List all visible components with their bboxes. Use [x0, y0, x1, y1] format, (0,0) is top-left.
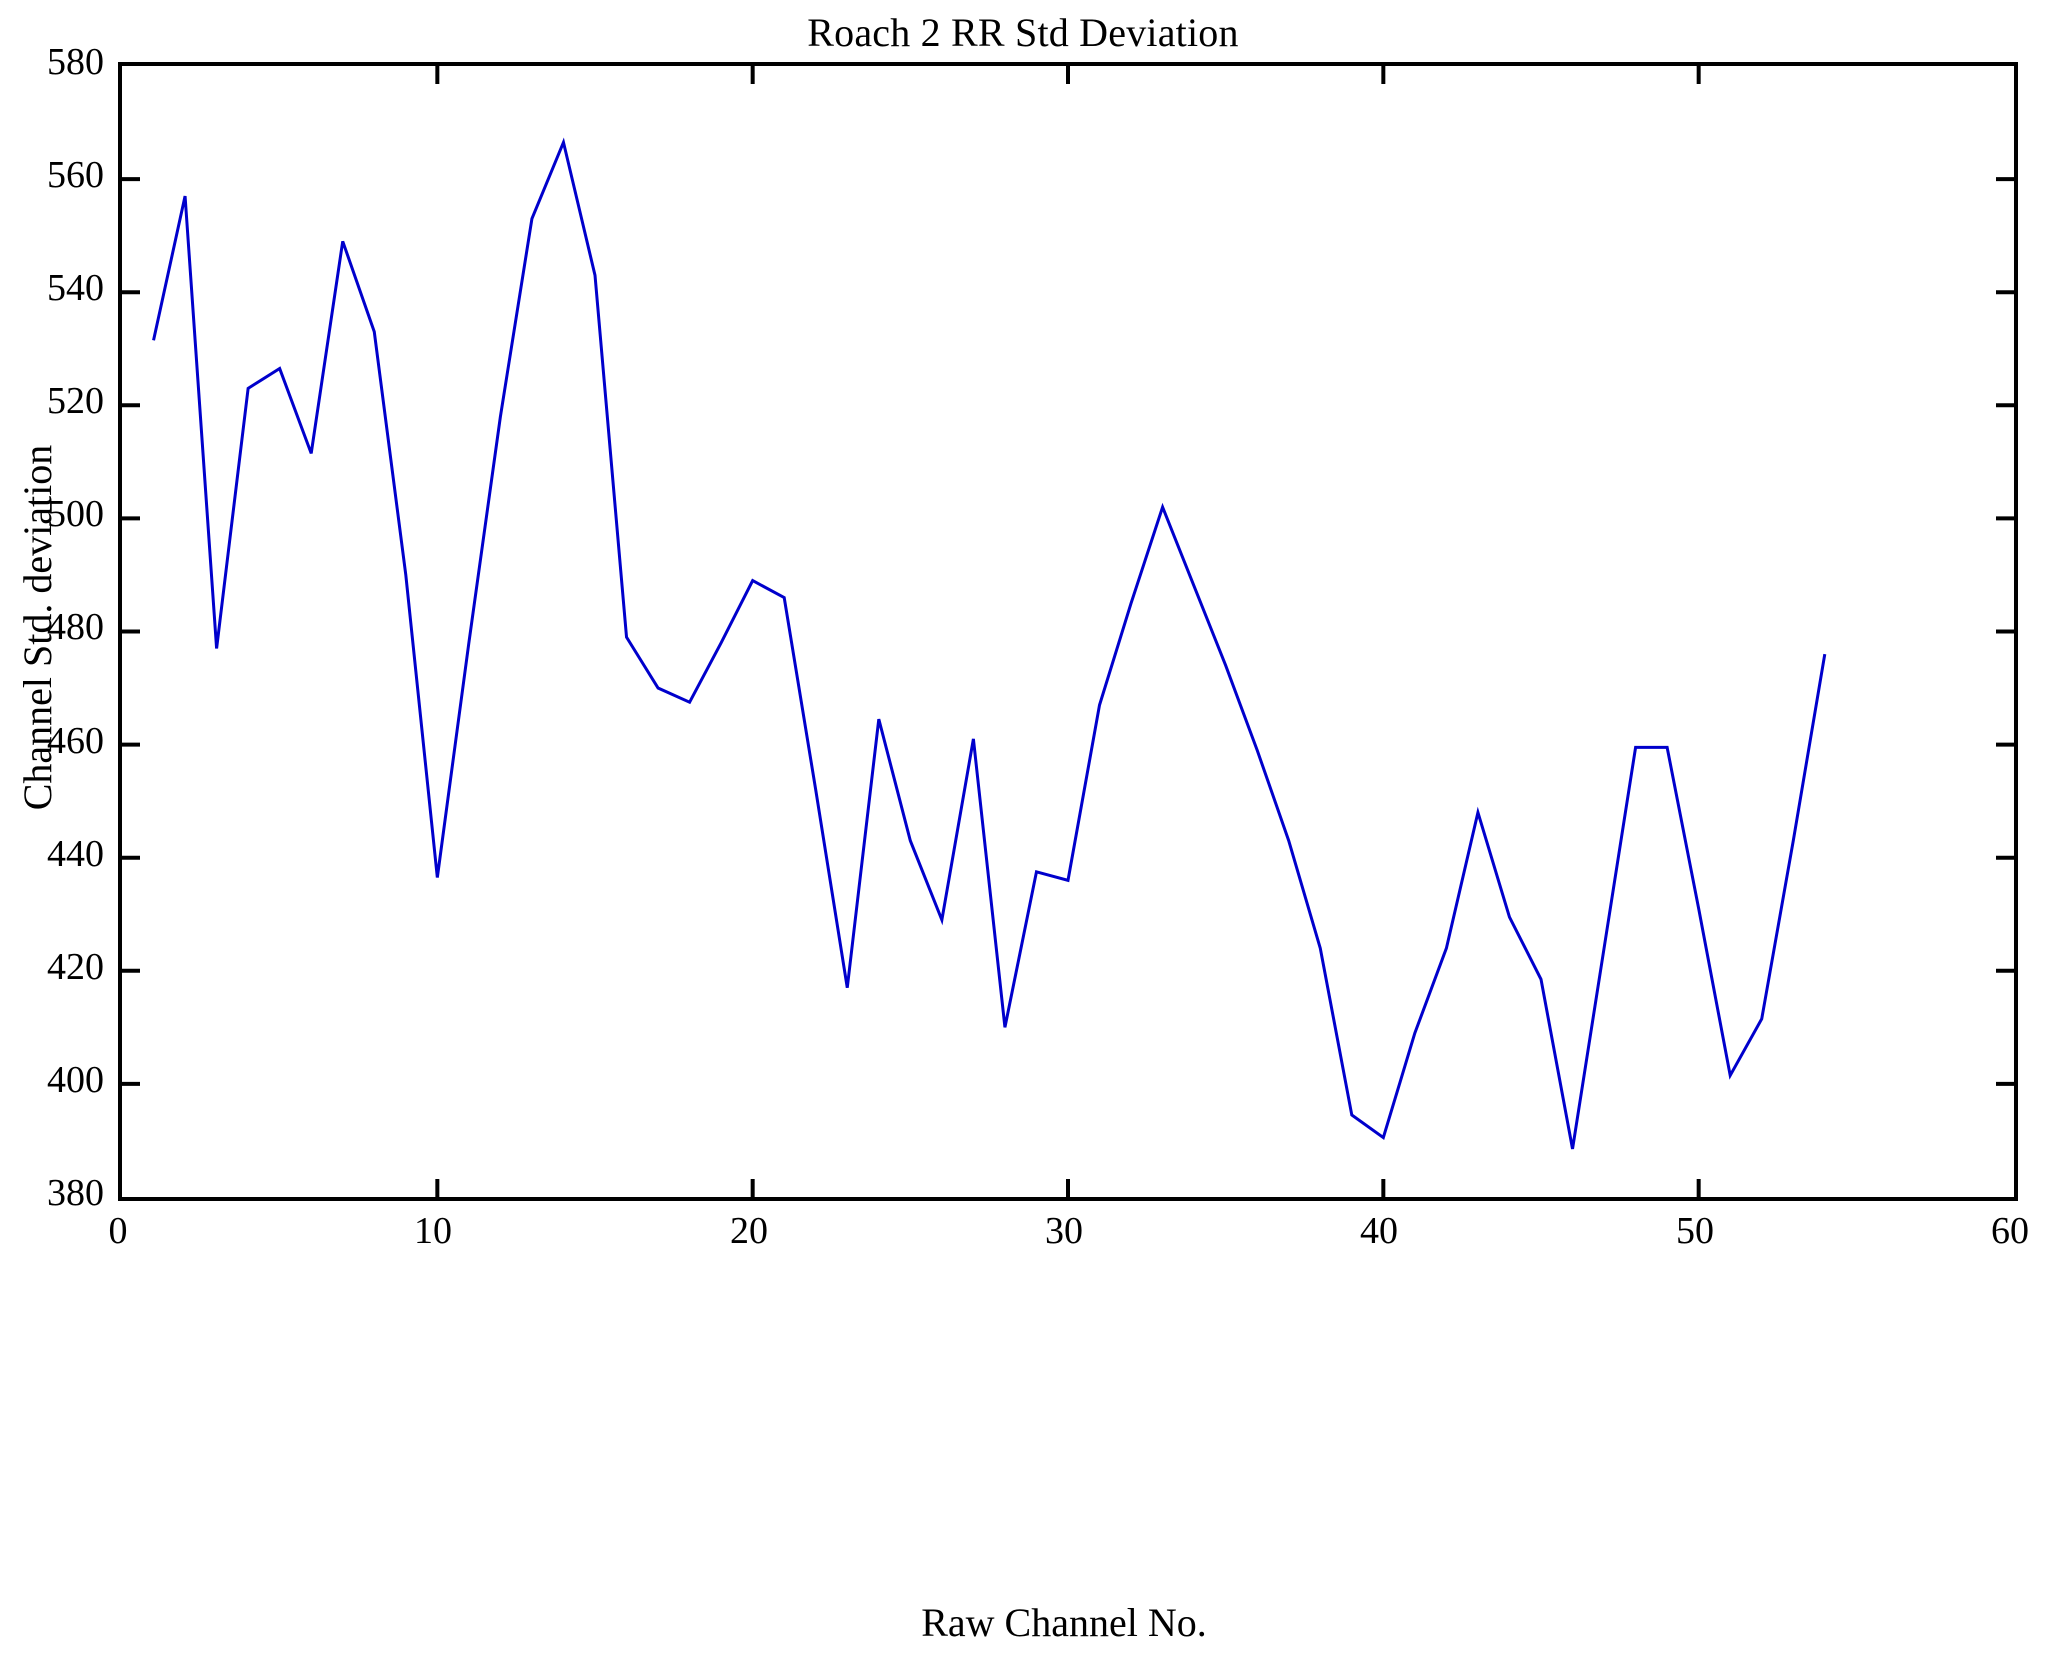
y-tick-label: 420	[47, 946, 104, 988]
x-axis-label: Raw Channel No.	[921, 1600, 1207, 1645]
y-tick-label: 500	[47, 493, 104, 535]
x-tick-label: 0	[108, 1210, 128, 1252]
x-tick-label: 50	[1676, 1210, 1714, 1252]
data-plot-svg	[122, 66, 2014, 1197]
x-tick-label: 20	[730, 1210, 768, 1252]
y-axis-ticks	[122, 177, 2014, 1086]
y-tick-label: 580	[47, 41, 104, 83]
y-tick-label: 480	[47, 606, 104, 648]
x-tick-label: 40	[1360, 1210, 1398, 1252]
y-tick-label: 520	[47, 380, 104, 422]
x-tick-label: 60	[1991, 1210, 2029, 1252]
data-series-line	[152, 137, 1827, 1150]
plot-area	[118, 62, 2018, 1201]
y-tick-label: 440	[47, 833, 104, 875]
x-tick-label: 10	[414, 1210, 452, 1252]
y-tick-label: 540	[47, 267, 104, 309]
y-axis-label: Channel Std. deviation	[15, 444, 60, 811]
x-axis-ticks	[435, 66, 1701, 1197]
y-tick-label: 380	[47, 1172, 104, 1214]
y-tick-label: 560	[47, 154, 104, 196]
y-axis-tick-labels: 580 560 540 520 500 480 460 440 420 400 …	[0, 0, 104, 1671]
chart-title: Roach 2 RR Std Deviation	[807, 10, 1239, 55]
x-tick-label: 30	[1045, 1210, 1083, 1252]
y-tick-label: 460	[47, 720, 104, 762]
y-tick-label: 400	[47, 1059, 104, 1101]
x-axis-tick-labels: 0 10 20 30 40 50 60	[0, 1212, 2046, 1262]
